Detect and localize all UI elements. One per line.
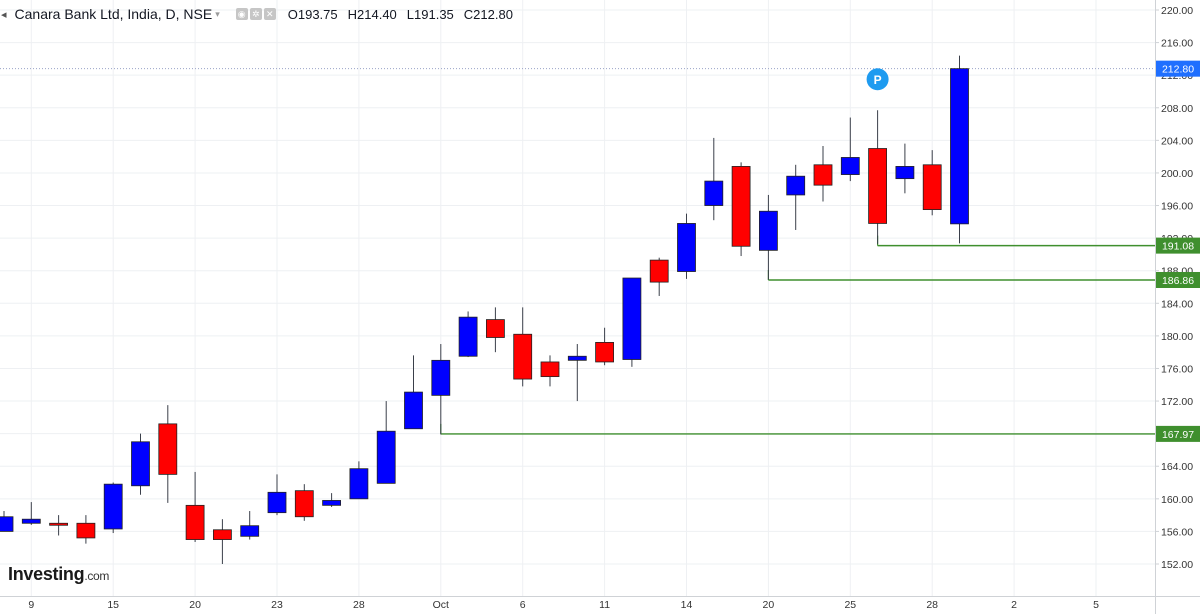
candle-down (185, 504, 205, 540)
time-tick-label: 14 (681, 599, 693, 611)
candle-up (0, 516, 14, 532)
close-icon[interactable]: ✕ (263, 8, 276, 20)
candle-down (922, 164, 942, 211)
price-tick-label: 200.00 (1161, 168, 1193, 180)
header-icons: ◉ ✲ ✕ (235, 8, 276, 20)
price-tick-label: 176.00 (1161, 363, 1193, 375)
ohlc-values: O193.75 H214.40 L191.35 C212.80 (288, 7, 513, 22)
candle-down (868, 148, 887, 224)
support-price-tag (1156, 237, 1200, 254)
candle-up (240, 525, 260, 537)
marker-circle (866, 68, 889, 91)
candle-down (731, 166, 751, 247)
time-tick-label: 2 (1011, 599, 1017, 611)
investing-logo: Investing.com (8, 564, 110, 584)
ohlc-open: O193.75 (287, 6, 338, 22)
price-tick-label: 164.00 (1161, 461, 1193, 473)
price-tag-label: 167.97 (1162, 429, 1194, 441)
time-tick-label: 20 (763, 599, 775, 611)
candle-up (677, 223, 696, 272)
time-tick-label: 9 (28, 599, 34, 611)
candle-up (786, 175, 806, 196)
candle-down (76, 522, 96, 539)
candle-down (485, 319, 505, 338)
ohlc-high: H214.40 (347, 6, 397, 22)
candle-up (431, 359, 451, 396)
price-tag-label: 191.08 (1162, 241, 1194, 253)
settings-icon[interactable]: ✲ (249, 8, 262, 20)
candle-up (404, 391, 423, 430)
chart-title[interactable]: Canara Bank Ltd, India, D, NSE (14, 6, 213, 22)
candle-up (131, 441, 150, 487)
candle-up (267, 491, 287, 514)
candle-up (458, 316, 478, 357)
candle-up (21, 518, 41, 524)
candle-down (513, 333, 533, 380)
candle-up (759, 210, 778, 251)
marker-label: P (874, 73, 882, 87)
time-tick-label: 20 (189, 599, 201, 611)
candle-up (840, 157, 860, 175)
candle-up (103, 483, 123, 530)
collapse-arrow-icon[interactable]: ◂ (1, 8, 7, 21)
candle-up (622, 277, 642, 360)
candle-down (49, 522, 68, 526)
price-tick-label: 208.00 (1161, 103, 1193, 115)
time-tick-label: 28 (926, 599, 938, 611)
chart-header: ◂ Canara Bank Ltd, India, D, NSE ▾ ◉ ✲ ✕… (0, 5, 513, 23)
candle-up (349, 468, 369, 500)
ohlc-close: C212.80 (463, 6, 513, 22)
price-tick-label: 220.00 (1161, 5, 1193, 17)
time-tick-label: 25 (844, 599, 856, 611)
time-tick-label: 15 (107, 599, 119, 611)
candle-up (895, 166, 915, 180)
price-tick-label: 216.00 (1161, 38, 1193, 50)
candle-up (950, 68, 969, 225)
price-tick-label: 180.00 (1161, 331, 1193, 343)
candle-down (294, 490, 314, 518)
price-tick-label: 152.00 (1161, 559, 1193, 571)
time-tick-label: 6 (520, 599, 526, 611)
chevron-down-icon[interactable]: ▾ (215, 8, 220, 19)
time-tick-label: 11 (599, 599, 610, 611)
candle-down (158, 423, 178, 475)
price-tick-label: 160.00 (1161, 494, 1193, 506)
support-price-tag (1156, 425, 1200, 442)
time-tick-label: 23 (271, 599, 283, 611)
candle-down (540, 361, 560, 378)
support-price-tag (1156, 271, 1200, 288)
price-tag-label: 186.86 (1162, 275, 1194, 287)
price-tick-label: 184.00 (1161, 298, 1193, 310)
ohlc-low: L191.35 (406, 6, 454, 22)
candle-up (567, 355, 587, 361)
current-price-tag (1156, 60, 1200, 77)
price-tick-label: 172.00 (1161, 396, 1193, 408)
candle-up (322, 500, 342, 506)
price-tick-label: 204.00 (1161, 135, 1193, 147)
time-tick-label: 28 (353, 599, 365, 611)
candle-down (595, 341, 614, 363)
time-tick-label: Oct (433, 599, 449, 611)
eye-icon[interactable]: ◉ (235, 8, 248, 20)
candle-up (376, 430, 396, 484)
price-tag-label: 212.80 (1162, 64, 1194, 76)
candle-up (704, 180, 724, 206)
price-tick-label: 196.00 (1161, 201, 1193, 213)
price-tick-label: 156.00 (1161, 526, 1193, 538)
candle-down (813, 164, 833, 186)
candle-down (649, 259, 669, 283)
candle-down (212, 529, 232, 540)
time-tick-label: 5 (1093, 599, 1099, 611)
